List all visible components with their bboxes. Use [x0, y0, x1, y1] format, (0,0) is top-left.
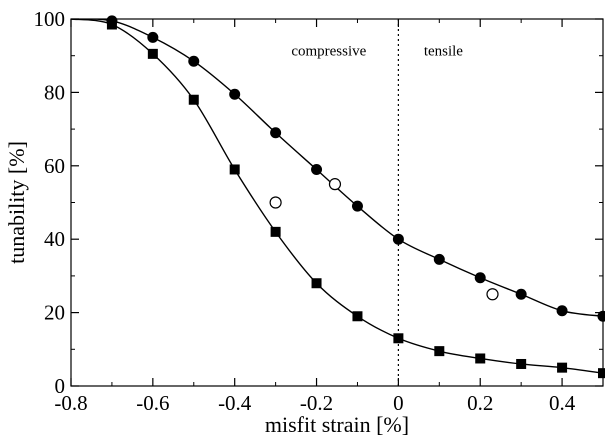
annotation-compressive: compressive: [291, 44, 366, 60]
data-point-circle: [597, 310, 605, 322]
data-point-square: [557, 362, 568, 373]
plot-frame: [70, 18, 604, 387]
y-axis-label: tunability [%]: [4, 141, 29, 264]
fit-curves: [71, 19, 603, 374]
plot-area: [70, 18, 604, 387]
data-point-circle: [515, 288, 527, 300]
x-tick-label: -0.2: [300, 391, 333, 415]
data-point-circle: [556, 305, 568, 317]
x-tick-label: -0.8: [54, 391, 87, 415]
fit-curve-series-0: [71, 19, 603, 317]
x-tick-label: 0: [393, 391, 404, 415]
data-point-square: [598, 368, 605, 379]
tick-labels: -0.8 -0.6 -0.4 -0.2 0 0.2 0.4 0 20 40 60 80 100: [34, 7, 576, 415]
y-tick-label: 100: [34, 7, 66, 31]
data-point-square: [516, 358, 527, 369]
data-point-circle: [474, 272, 486, 284]
y-tick-label: 80: [44, 80, 65, 104]
y-tick-label: 60: [44, 154, 65, 178]
data-point-open-circle: [486, 288, 499, 301]
x-tick-label: -0.6: [136, 391, 169, 415]
data-points: [106, 15, 605, 379]
data-point-circle: [311, 163, 323, 175]
x-tick-label: -0.4: [218, 391, 252, 415]
fit-curve-series-1: [71, 19, 603, 374]
y-tick-label: 20: [44, 301, 65, 325]
data-point-square: [188, 94, 199, 105]
data-point-square: [352, 311, 363, 322]
data-point-square: [475, 353, 486, 364]
y-tick-label: 0: [55, 374, 66, 398]
data-point-square: [106, 19, 117, 30]
axis-ticks: [70, 18, 604, 387]
data-point-circle: [392, 233, 404, 245]
data-point-square: [393, 333, 404, 344]
x-tick-label: 0.4: [549, 391, 576, 415]
data-point-square: [434, 346, 445, 357]
y-tick-label: 40: [44, 227, 65, 251]
data-point-square: [270, 226, 281, 237]
data-point-square: [147, 48, 158, 59]
data-point-circle: [351, 200, 363, 212]
data-point-circle: [188, 55, 200, 67]
x-axis-label: misfit strain [%]: [265, 412, 409, 437]
x-tick-label: 0.2: [467, 391, 493, 415]
data-point-circle: [229, 88, 241, 100]
data-point-square: [311, 278, 322, 289]
annotation-tensile: tensile: [424, 44, 463, 60]
data-point-open-circle: [269, 196, 282, 209]
data-point-circle: [270, 127, 282, 139]
data-point-circle: [147, 31, 159, 43]
data-point-square: [229, 164, 240, 175]
data-point-open-circle: [328, 178, 342, 191]
data-point-circle: [433, 253, 445, 265]
